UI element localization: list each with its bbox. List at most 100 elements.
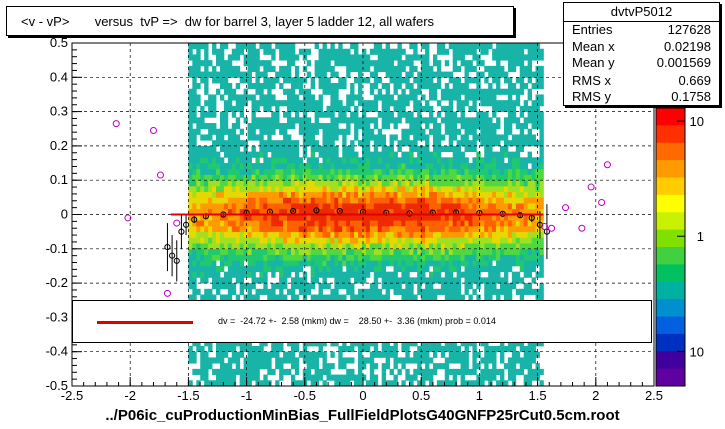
heat-cell	[251, 163, 256, 170]
heat-cell	[365, 60, 371, 67]
heat-cell	[208, 265, 213, 273]
heat-cell	[456, 185, 461, 193]
heat-cell	[200, 157, 205, 164]
heat-cell	[283, 260, 288, 267]
heat-cell	[421, 151, 426, 158]
heat-cell	[263, 117, 268, 124]
heat-cell	[492, 351, 497, 358]
heat-cell	[369, 117, 375, 124]
heat-cell	[511, 214, 517, 221]
heat-cell	[425, 174, 430, 181]
heat-cell	[358, 340, 363, 347]
heat-cell	[338, 351, 343, 358]
heat-cell	[247, 185, 252, 193]
heat-cell	[385, 277, 390, 284]
heat-cell	[255, 203, 260, 210]
heat-cell	[338, 111, 343, 118]
heat-cell	[231, 345, 237, 353]
heat-cell	[255, 368, 260, 375]
heat-cell	[365, 260, 371, 267]
heat-cell	[235, 363, 241, 370]
y-tick-label: 0.3	[50, 104, 68, 119]
heat-cell	[188, 231, 193, 238]
heat-cell	[460, 163, 465, 170]
heat-cell	[322, 197, 327, 204]
heat-cell	[519, 368, 525, 375]
heat-cell	[488, 197, 493, 204]
heat-cell	[511, 225, 517, 233]
heat-cell	[346, 368, 351, 375]
heat-cell	[219, 71, 225, 78]
heat-cell	[204, 100, 209, 107]
heat-cell	[507, 363, 513, 370]
heat-cell	[365, 163, 371, 170]
heat-cell	[267, 100, 272, 107]
heat-cell	[287, 243, 292, 250]
heat-cell	[310, 100, 316, 107]
heat-cell	[519, 185, 525, 193]
heat-cell	[444, 111, 450, 118]
heat-cell	[401, 191, 406, 198]
heat-cell	[235, 163, 241, 170]
heat-cell	[208, 214, 213, 221]
heat-cell	[196, 83, 201, 90]
heat-cell	[503, 283, 509, 290]
heat-cell	[239, 225, 245, 233]
heat-cell	[255, 60, 260, 67]
heat-cell	[421, 214, 426, 221]
heat-cell	[369, 260, 375, 267]
heat-cell	[464, 134, 469, 141]
heat-cell	[488, 380, 493, 386]
heat-cell	[373, 351, 379, 358]
heat-cell	[373, 71, 379, 78]
heat-cell	[290, 294, 296, 301]
heat-cell	[472, 163, 477, 170]
heat-cell	[322, 271, 327, 278]
heat-cell	[464, 197, 469, 204]
heat-cell	[432, 231, 438, 238]
heat-cell	[539, 225, 544, 233]
heat-cell	[511, 88, 517, 95]
heat-cell	[361, 237, 367, 244]
heat-cell	[271, 168, 276, 175]
heat-cell	[358, 254, 363, 261]
heat-cell	[283, 208, 288, 215]
heat-cell	[267, 48, 272, 55]
heat-cell	[527, 140, 532, 147]
heat-cell	[200, 271, 205, 278]
heat-cell	[417, 254, 422, 261]
heat-cell	[401, 185, 406, 193]
heat-cell	[358, 265, 363, 273]
heat-cell	[271, 283, 276, 290]
x-tick-label: 0.5	[412, 388, 430, 403]
heat-cell	[219, 231, 225, 238]
heat-cell	[314, 271, 319, 278]
heat-cell	[287, 208, 292, 215]
heat-cell	[503, 105, 509, 112]
heat-cell	[484, 117, 489, 124]
heat-cell	[507, 368, 513, 375]
heat-cell	[456, 191, 461, 198]
heat-cell	[212, 163, 217, 170]
heat-cell	[251, 180, 256, 187]
heat-cell	[397, 54, 402, 61]
heat-cell	[425, 163, 430, 170]
heat-cell	[243, 145, 248, 153]
heat-cell	[527, 265, 532, 273]
heat-cell	[259, 254, 264, 261]
heat-cell	[511, 140, 517, 147]
heat-cell	[472, 260, 477, 267]
heat-cell	[417, 345, 422, 353]
heat-cell	[287, 351, 292, 358]
heat-cell	[488, 294, 493, 301]
heat-cell	[468, 117, 473, 124]
heat-cell	[188, 248, 193, 255]
heat-cell	[460, 231, 465, 238]
heat-cell	[527, 54, 532, 61]
heat-cell	[492, 231, 497, 238]
heat-cell	[397, 43, 402, 50]
heat-cell	[496, 214, 501, 221]
heat-cell	[507, 237, 513, 244]
heat-cell	[287, 140, 292, 147]
heat-cell	[484, 48, 489, 55]
